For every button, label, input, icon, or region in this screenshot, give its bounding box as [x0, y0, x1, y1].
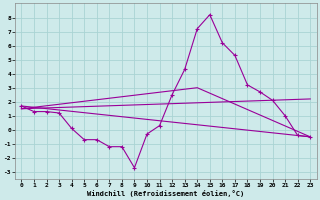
X-axis label: Windchill (Refroidissement éolien,°C): Windchill (Refroidissement éolien,°C)	[87, 190, 244, 197]
